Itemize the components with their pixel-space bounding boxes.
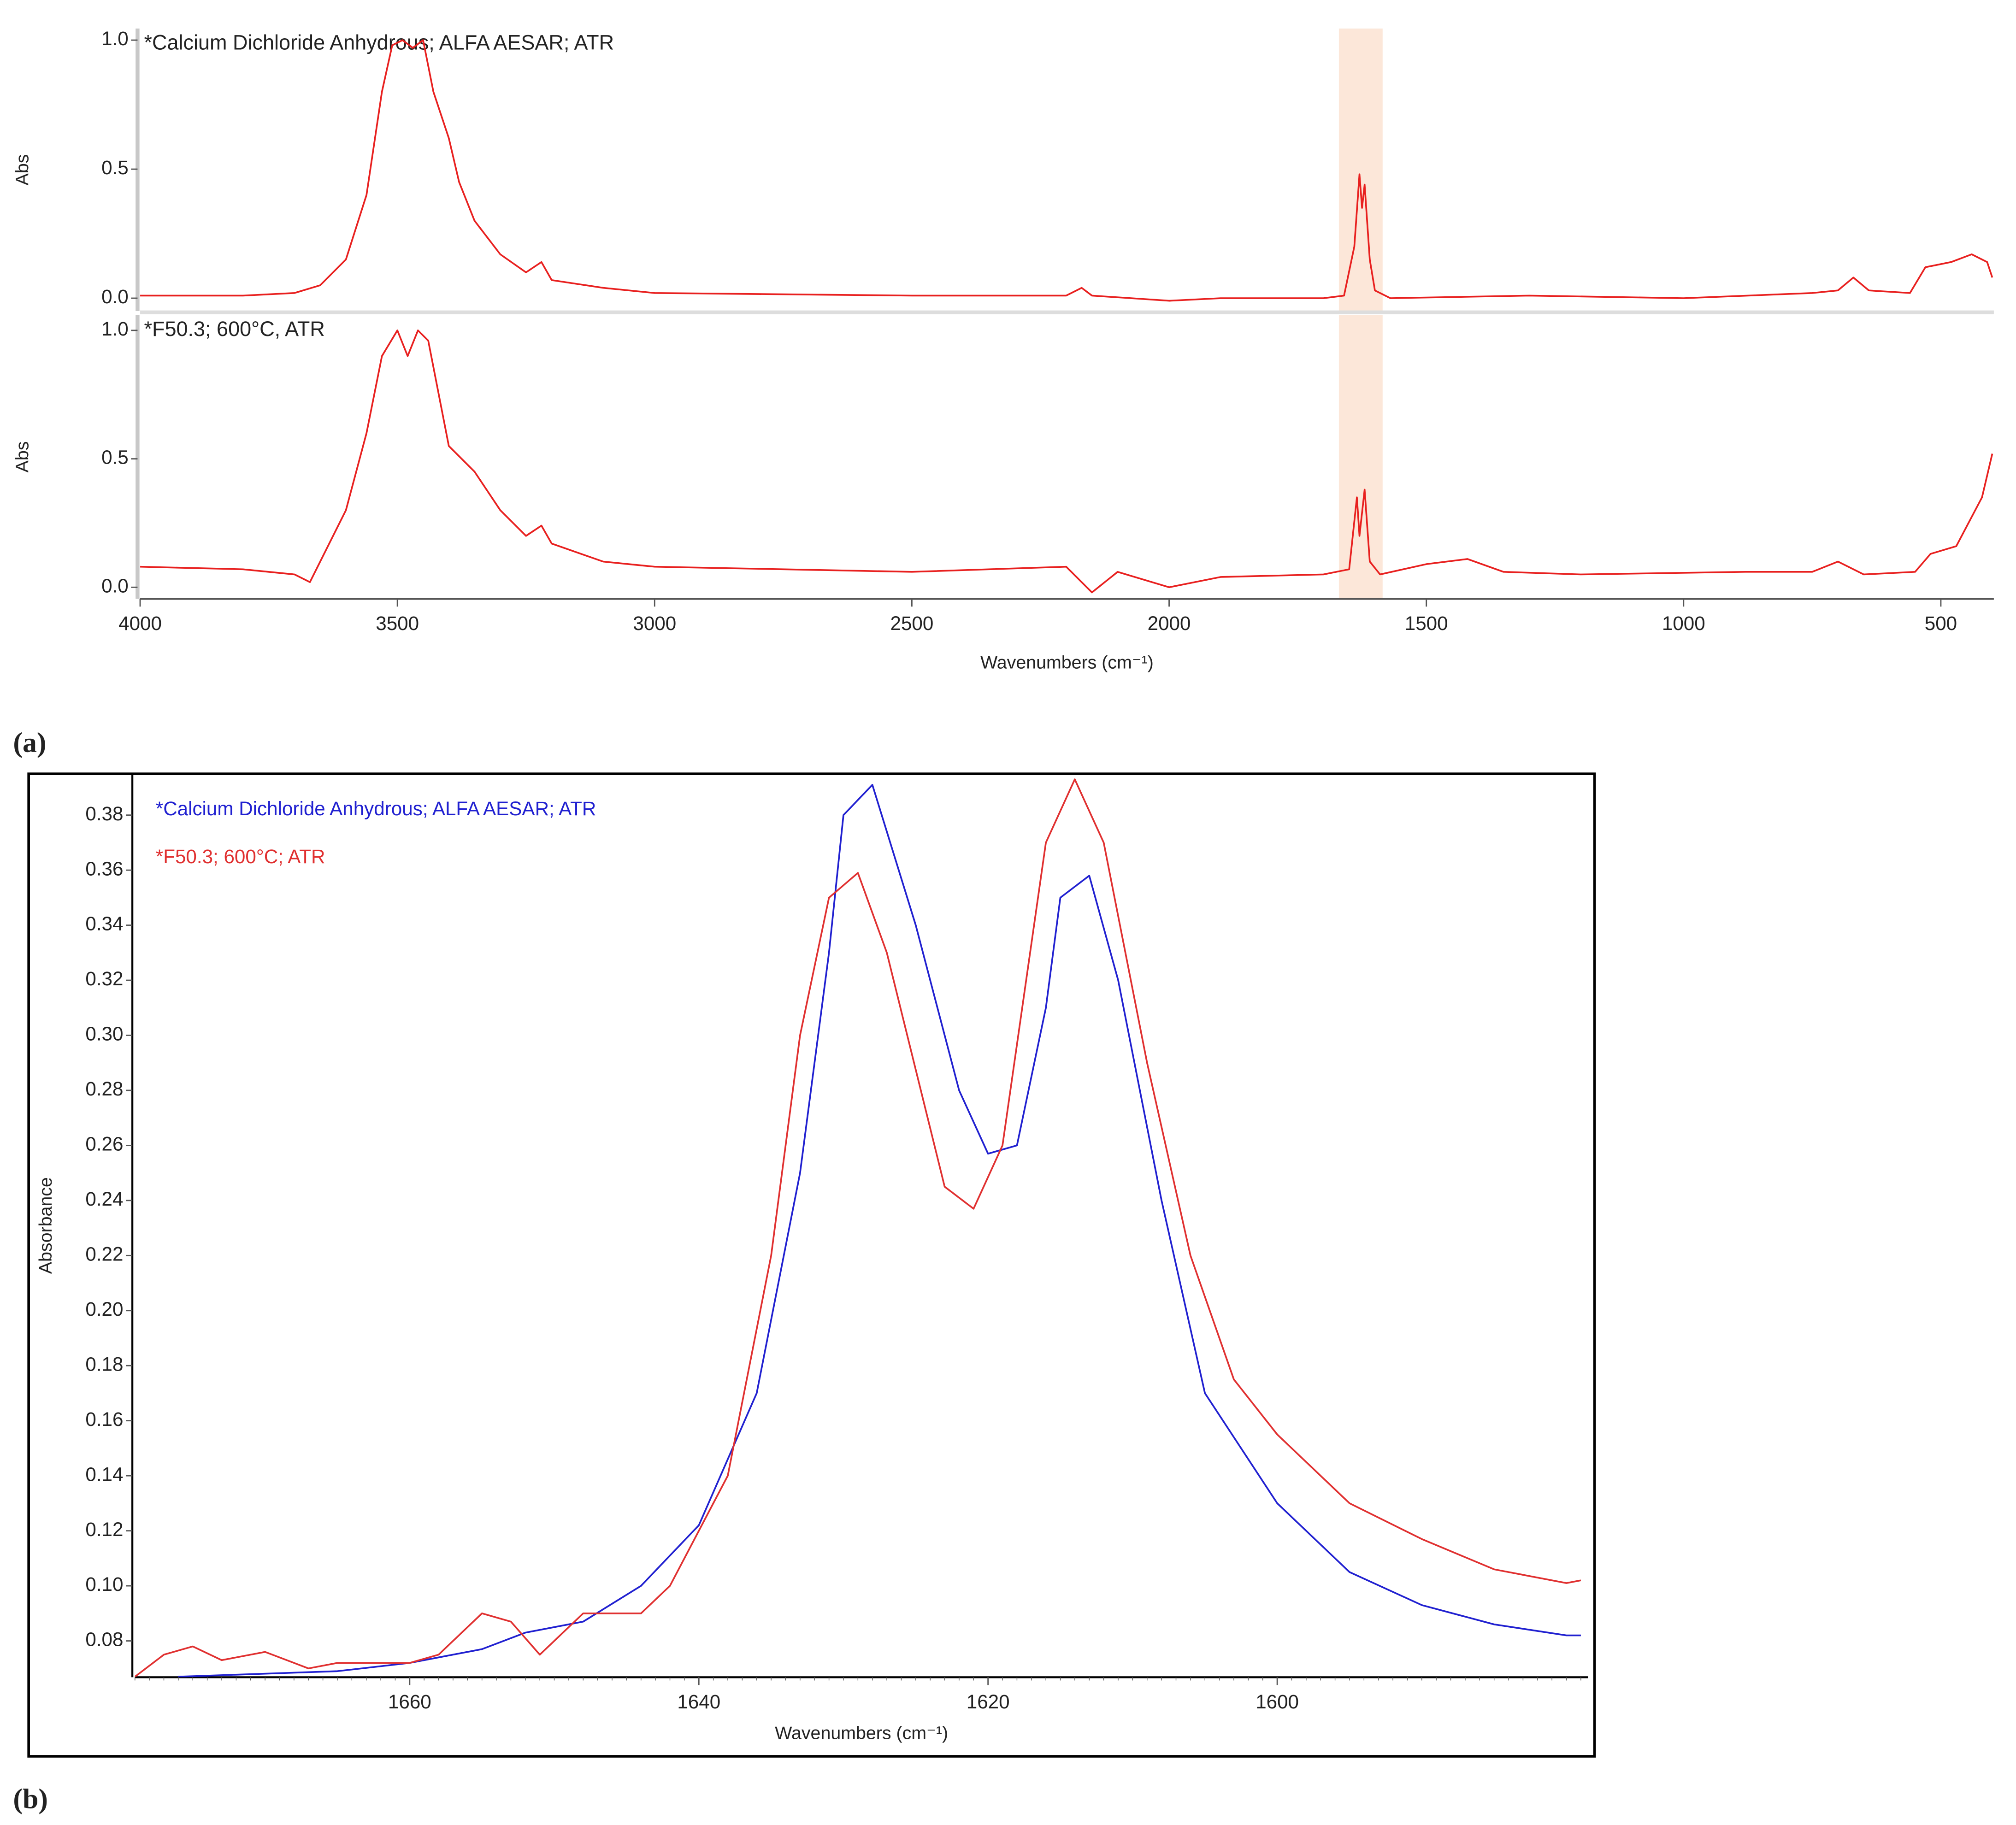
panel-frame <box>27 772 1596 1758</box>
y-axis-label: Abs <box>12 441 32 472</box>
x-tick-label: 2500 <box>890 612 934 634</box>
y-tick-label: 1.0 <box>101 28 129 49</box>
y-tick-label: 0.20 <box>85 1298 123 1320</box>
y-tick-label: 0.28 <box>85 1078 123 1100</box>
spectrum-line <box>140 39 1993 302</box>
y-tick-label: 0.38 <box>85 803 123 824</box>
highlight-band <box>1338 315 1383 599</box>
legend-entry: *F50.3; 600°C; ATR <box>156 846 325 867</box>
y-tick-label: 0.32 <box>85 968 123 989</box>
y-tick-label: 1.0 <box>101 318 129 340</box>
x-tick-label: 1620 <box>967 1691 1010 1713</box>
spectrum-line <box>135 778 1581 1678</box>
y-tick-label: 0.24 <box>85 1188 123 1210</box>
x-tick-label: 1640 <box>677 1691 720 1713</box>
x-tick-label: 3500 <box>376 612 419 634</box>
y-tick-label: 0.34 <box>85 913 123 935</box>
y-tick-label: 0.22 <box>85 1243 123 1265</box>
y-tick-label: 0.5 <box>101 157 129 178</box>
y-tick-label: 0.0 <box>101 575 129 596</box>
y-tick-label: 0.08 <box>85 1629 123 1650</box>
x-tick-label: 2000 <box>1148 612 1191 634</box>
y-tick-label: 0.10 <box>85 1573 123 1595</box>
x-axis-label: Wavenumbers (cm⁻¹) <box>980 652 1154 672</box>
y-axis-label: Absorbance <box>35 1177 56 1274</box>
y-axis-label: Abs <box>12 154 32 186</box>
annotation: *F50.3; 600°C, ATR <box>144 317 324 341</box>
spectrum-line <box>178 784 1581 1678</box>
highlight-band <box>1338 28 1383 311</box>
y-tick-label: 0.26 <box>85 1133 123 1155</box>
x-tick-label: 1600 <box>1256 1691 1299 1713</box>
x-tick-label: 500 <box>1925 612 1957 634</box>
y-tick-label: 0.16 <box>85 1408 123 1430</box>
y-tick-label: 0.5 <box>101 447 129 468</box>
x-tick-label: 1000 <box>1662 612 1705 634</box>
x-axis-label: Wavenumbers (cm⁻¹) <box>775 1723 948 1743</box>
x-tick-label: 3000 <box>633 612 676 634</box>
y-tick-label: 0.14 <box>85 1463 123 1485</box>
y-tick-label: 0.36 <box>85 858 123 879</box>
legend-entry: *Calcium Dichloride Anhydrous; ALFA AESA… <box>156 798 596 819</box>
spectrum-line <box>140 330 1993 594</box>
annotation: *Calcium Dichloride Anhydrous; ALFA AESA… <box>144 31 614 54</box>
y-tick-label: 0.0 <box>101 286 129 307</box>
panel-label: (a) <box>13 727 46 758</box>
x-tick-label: 4000 <box>118 612 162 634</box>
y-tick-label: 0.18 <box>85 1353 123 1375</box>
x-tick-label: 1500 <box>1405 612 1448 634</box>
y-tick-label: 0.12 <box>85 1519 123 1540</box>
panel-label: (b) <box>13 1784 48 1815</box>
x-tick-label: 1660 <box>388 1691 431 1713</box>
y-tick-label: 0.30 <box>85 1023 123 1045</box>
